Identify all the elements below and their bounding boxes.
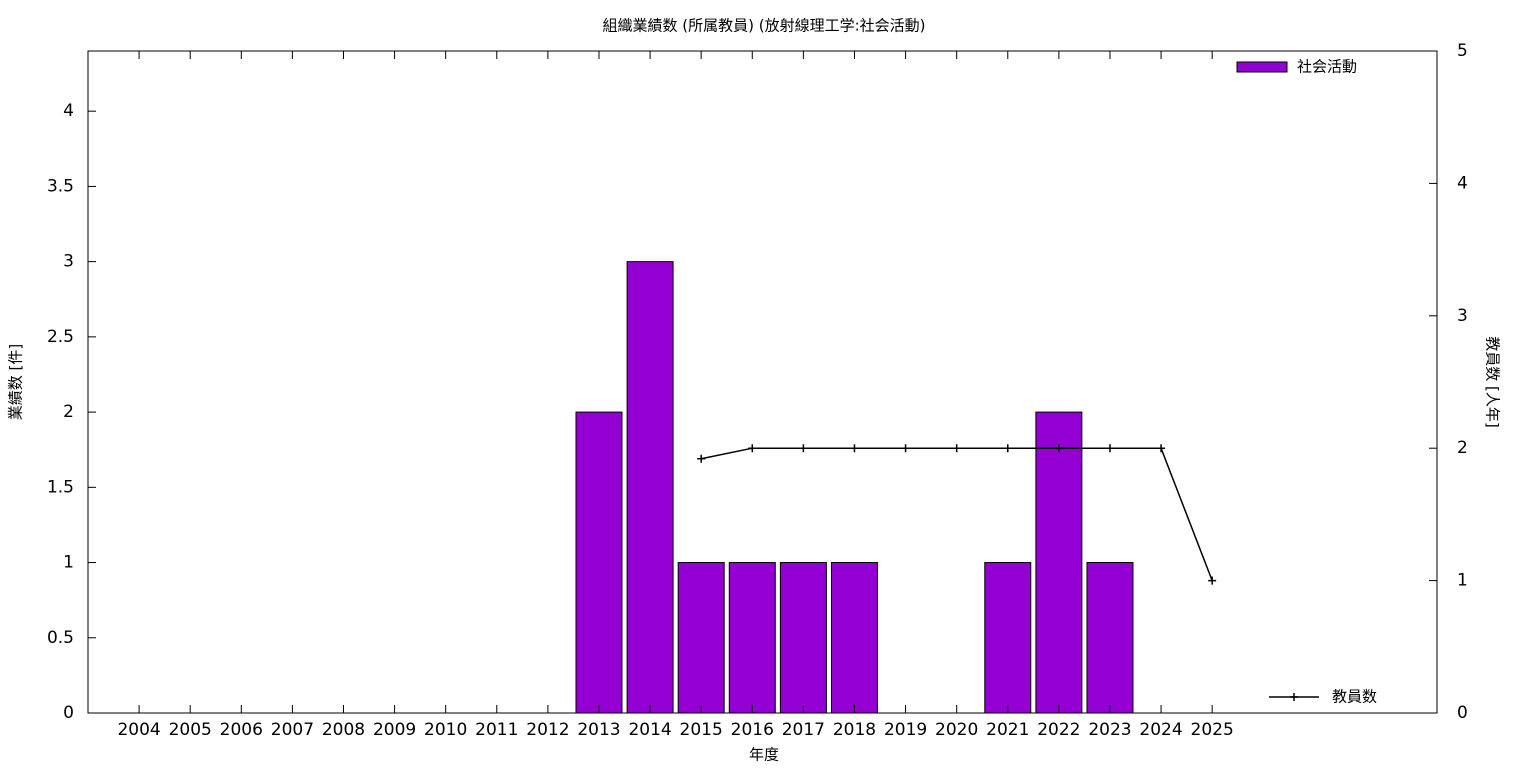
- bar: [1086, 562, 1134, 714]
- x-tick-label: 2010: [424, 720, 467, 740]
- x-axis-label: 年度: [749, 746, 779, 764]
- x-tick-label: 2023: [1088, 720, 1131, 740]
- x-tick-label: 2014: [628, 720, 671, 740]
- x-tick-label: 2017: [782, 720, 825, 740]
- x-tick-label: 2018: [833, 720, 876, 740]
- y-tick-label: 3: [63, 252, 74, 272]
- legend-label: 教員数: [1332, 688, 1377, 706]
- marker: [1208, 576, 1217, 585]
- marker: [1157, 444, 1166, 453]
- y-tick-label: 0.5: [47, 628, 74, 648]
- bar: [984, 562, 1032, 714]
- legend-swatch: [1236, 61, 1288, 73]
- x-tick-label: 2008: [322, 720, 365, 740]
- marker: [748, 444, 757, 453]
- y2-tick-label: 0: [1457, 703, 1468, 723]
- y-tick-label: 2: [63, 402, 74, 422]
- y-tick-label: 2.5: [47, 327, 74, 347]
- plot-frame: [87, 50, 1438, 714]
- y-axis-label: 業績数 [件]: [7, 344, 25, 420]
- marker: [799, 444, 808, 453]
- y2-axis-label: 教員数 [人年]: [1484, 336, 1502, 427]
- y2-tick-label: 1: [1457, 571, 1468, 591]
- x-tick-label: 2025: [1191, 720, 1234, 740]
- x-tick-label: 2022: [1037, 720, 1080, 740]
- marker: [901, 444, 910, 453]
- x-tick-label: 2006: [220, 720, 263, 740]
- y-tick-label: 3.5: [47, 176, 74, 196]
- x-tick-label: 2011: [475, 720, 518, 740]
- x-tick-label: 2021: [986, 720, 1029, 740]
- x-tick-label: 2024: [1139, 720, 1182, 740]
- y2-tick-label: 4: [1457, 173, 1468, 193]
- marker: [1054, 444, 1063, 453]
- bar: [575, 411, 623, 714]
- marker: [697, 454, 706, 463]
- marker: [850, 444, 859, 453]
- marker: [952, 444, 961, 453]
- x-tick-label: 2012: [526, 720, 569, 740]
- y-tick-label: 1: [63, 553, 74, 573]
- y2-tick-label: 3: [1457, 306, 1468, 326]
- bar: [779, 562, 827, 714]
- legend-label: 社会活動: [1297, 58, 1357, 76]
- x-tick-label: 2007: [271, 720, 314, 740]
- bar: [1035, 411, 1083, 714]
- marker: [1003, 444, 1012, 453]
- x-tick-label: 2005: [169, 720, 212, 740]
- x-tick-label: 2020: [935, 720, 978, 740]
- legend-marker: [1290, 693, 1298, 701]
- x-tick-label: 2004: [117, 720, 160, 740]
- x-tick-label: 2009: [373, 720, 416, 740]
- x-tick-label: 2019: [884, 720, 927, 740]
- bar: [677, 562, 725, 714]
- y2-tick-label: 2: [1457, 438, 1468, 458]
- y-tick-label: 1.5: [47, 477, 74, 497]
- y-tick-label: 4: [63, 101, 74, 121]
- x-tick-label: 2016: [731, 720, 774, 740]
- bar: [626, 261, 674, 714]
- x-tick-label: 2013: [577, 720, 620, 740]
- bar: [830, 562, 878, 714]
- bar: [728, 562, 776, 714]
- chart-title: 組織業績数 (所属教員) (放射線理工学:社会活動): [602, 17, 925, 35]
- x-tick-label: 2015: [680, 720, 723, 740]
- y-tick-label: 0: [63, 703, 74, 723]
- marker: [1105, 444, 1114, 453]
- y2-tick-label: 5: [1457, 41, 1468, 61]
